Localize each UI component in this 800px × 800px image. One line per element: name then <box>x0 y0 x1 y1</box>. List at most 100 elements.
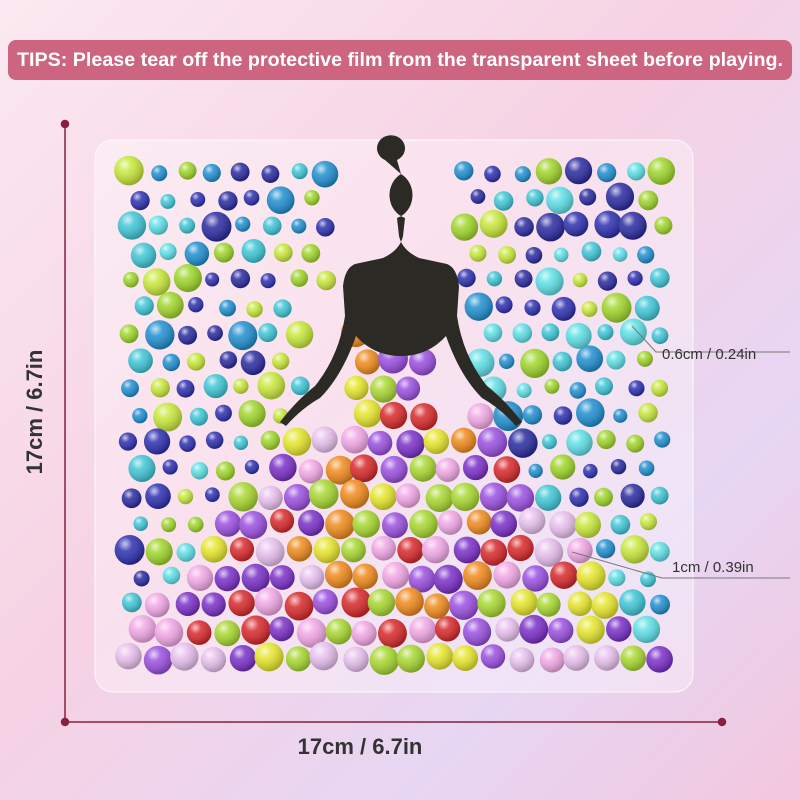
rhinestone-shine <box>200 647 227 673</box>
rhinestone-shine <box>508 428 538 458</box>
rhinestone-shine <box>369 645 399 675</box>
rhinestone-shine <box>254 587 283 616</box>
rhinestone-shine <box>299 564 325 590</box>
dimension-lines <box>60 119 727 727</box>
rhinestone-shine <box>466 509 492 535</box>
rhinestone-shine <box>189 407 208 426</box>
rhinestone-shine <box>563 644 590 671</box>
rhinestone-shine <box>186 620 212 645</box>
rhinestone-shine <box>552 351 573 372</box>
rhinestone-shine <box>627 162 646 181</box>
rhinestone-shine <box>270 508 295 533</box>
rhinestone-shine <box>454 161 474 181</box>
rhinestone-shine <box>510 588 538 616</box>
rhinestone-shine <box>161 517 177 533</box>
rhinestone-shine <box>207 325 223 341</box>
rhinestone-shine <box>260 430 280 450</box>
rhinestone-shine <box>462 454 489 481</box>
rhinestone-shine <box>176 542 196 562</box>
rhinestone-shine <box>187 516 204 533</box>
rhinestone-shine <box>148 215 168 235</box>
rhinestone-shine <box>536 592 561 617</box>
rhinestone-shine <box>514 217 534 237</box>
rhinestone-shine <box>612 247 628 262</box>
rhinestone-shine <box>626 434 645 453</box>
rhinestone-shine <box>312 589 338 615</box>
rhinestone-shine <box>117 211 147 240</box>
rhinestone-shine <box>177 488 194 505</box>
rhinestone-shine <box>484 165 501 183</box>
rhinestone-shine <box>205 272 220 287</box>
rhinestone-shine <box>495 617 520 642</box>
rhinestone-shine <box>619 589 646 616</box>
banner <box>8 40 792 80</box>
rhinestone-shine <box>145 483 171 509</box>
rhinestone-shine <box>424 593 450 619</box>
rhinestone-shine <box>286 536 313 562</box>
rhinestone-shine <box>619 318 647 346</box>
rhinestone-shine <box>272 352 290 370</box>
rhinestone-shine <box>397 536 424 564</box>
rhinestone-shine <box>581 241 602 262</box>
rhinestone-shine <box>569 382 587 399</box>
rhinestone-shine <box>396 430 425 459</box>
rhinestone-shine <box>610 514 631 535</box>
rhinestone-shine <box>426 642 454 670</box>
rhinestone-shine <box>548 617 574 644</box>
rhinestone-shine <box>178 161 197 180</box>
rhinestone-shine <box>639 513 657 531</box>
rhinestone-shine <box>610 458 627 475</box>
rhinestone-shine <box>325 509 355 540</box>
rhinestone-shine <box>516 383 532 398</box>
rhinestone-shine <box>649 541 670 562</box>
rhinestone-shine <box>324 560 353 589</box>
rhinestone-shine <box>128 348 153 374</box>
rhinestone-shine <box>241 238 266 263</box>
rhinestone-shine <box>188 297 204 313</box>
rhinestone-shine <box>594 645 620 671</box>
rhinestone-shine <box>325 618 352 645</box>
rhinestone-shine <box>284 591 314 621</box>
rhinestone-shine <box>606 616 632 642</box>
rhinestone-shine <box>506 484 535 512</box>
rhinestone-shine <box>396 644 425 673</box>
rhinestone-shine <box>550 561 578 589</box>
rhinestone-shine <box>143 428 171 455</box>
height-label: 17cm / 6.7in <box>22 350 47 475</box>
rhinestone-shine <box>134 296 154 316</box>
rhinestone-shine <box>142 268 171 296</box>
rhinestone-shine <box>651 379 669 397</box>
rhinestone-shine <box>123 271 139 288</box>
rhinestone-shine <box>650 486 669 505</box>
rhinestone-shine <box>179 217 196 234</box>
rhinestone-shine <box>235 216 251 232</box>
rhinestone-shine <box>525 246 543 264</box>
rhinestone-shine <box>628 380 645 397</box>
rhinestone-shine <box>215 404 232 422</box>
rhinestone-shine <box>486 271 503 287</box>
rhinestone-shine <box>261 165 280 183</box>
rhinestone-shine <box>425 484 454 513</box>
rhinestone-shine <box>595 377 613 396</box>
rhinestone-shine <box>541 434 557 450</box>
rhinestone-shine <box>480 644 506 669</box>
rhinestone-shine <box>518 507 546 535</box>
rhinestone-shine <box>627 270 643 286</box>
rhinestone-shine <box>178 325 198 345</box>
rhinestone-shine <box>258 323 278 343</box>
rhinestone-shine <box>218 191 238 211</box>
rhinestone-shine <box>464 292 493 321</box>
rhinestone-shine <box>581 301 598 317</box>
rhinestone-shine <box>462 617 492 647</box>
rhinestone-shine <box>618 211 647 240</box>
rhinestone-shine <box>583 463 598 479</box>
rhinestone-shine <box>179 435 196 452</box>
rhinestone-shine <box>597 271 618 291</box>
rhinestone-shine <box>541 323 560 342</box>
rhinestone-shine <box>254 642 284 672</box>
rhinestone-shine <box>243 189 260 206</box>
rhinestone-shine <box>121 592 142 613</box>
rhinestone-shine <box>569 487 589 507</box>
rhinestone-shine <box>637 246 655 264</box>
